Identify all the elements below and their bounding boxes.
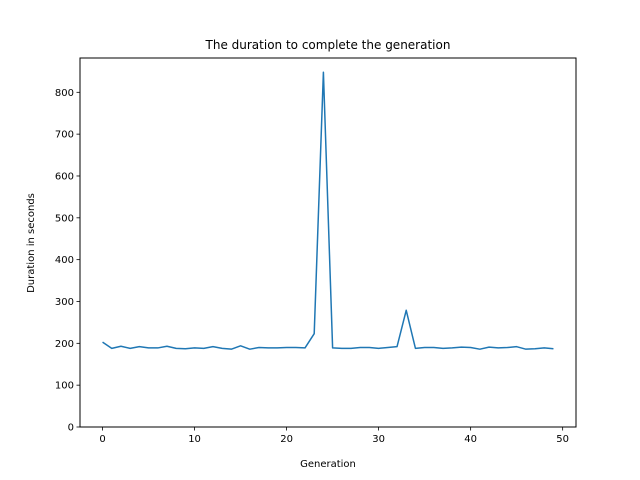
axes-frame (79, 57, 577, 428)
x-tick-label: 40 (464, 434, 477, 445)
chart-title: The duration to complete the generation (205, 38, 451, 52)
y-tick-label: 400 (55, 255, 74, 266)
y-axis-label: Duration in seconds (26, 193, 37, 293)
x-tick-label: 50 (556, 434, 569, 445)
x-tick-label: 30 (372, 434, 385, 445)
y-tick-label: 500 (55, 213, 74, 224)
plot-area (102, 71, 554, 350)
y-tick-label: 100 (55, 381, 74, 392)
y-tick-label: 200 (55, 339, 74, 350)
x-tick-label: 20 (280, 434, 293, 445)
x-tick-label: 10 (188, 434, 201, 445)
y-tick-label: 300 (55, 297, 74, 308)
x-tick-label: 0 (99, 434, 105, 445)
y-tick-label: 600 (55, 171, 74, 182)
y-tick-label: 0 (68, 423, 74, 434)
x-axis-label: Generation (300, 459, 356, 470)
y-axis: 0 100 200 300 400 500 600 700 800 (55, 88, 80, 434)
x-axis: 0 10 20 30 40 50 (99, 427, 569, 445)
duration-series-line (102, 71, 554, 350)
y-tick-label: 700 (55, 130, 74, 141)
y-tick-label: 800 (55, 88, 74, 99)
